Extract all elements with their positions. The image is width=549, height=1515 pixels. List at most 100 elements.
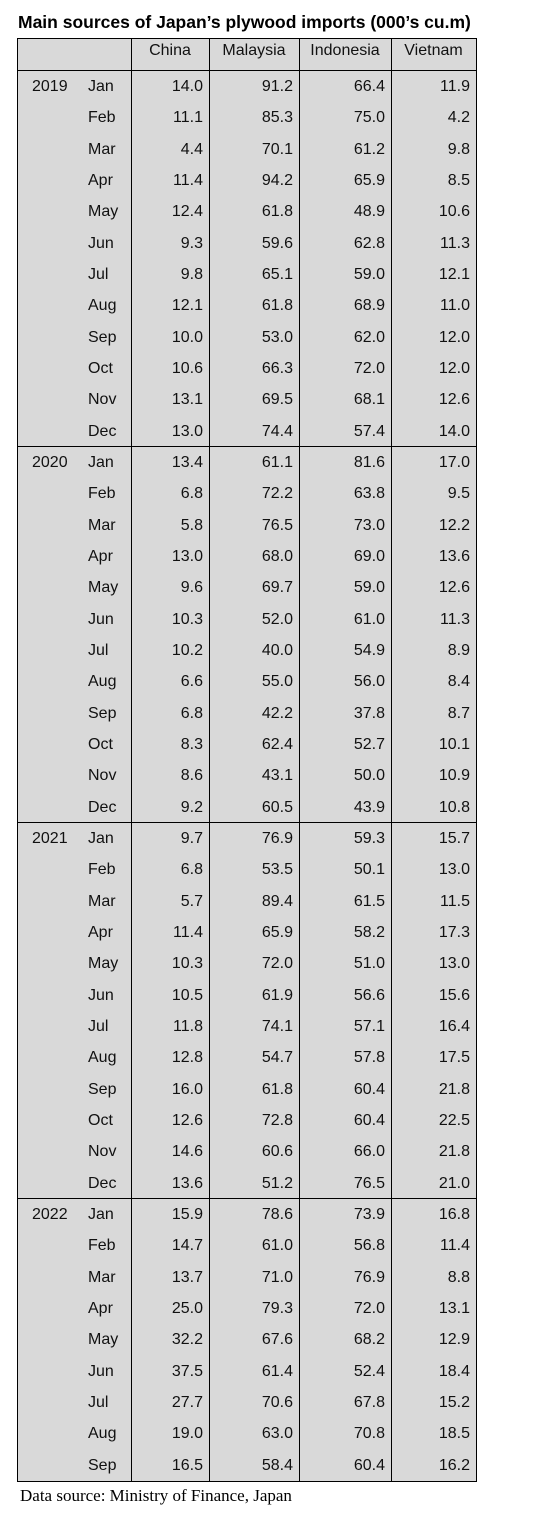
value-cell: 50.0 xyxy=(353,767,385,785)
group-divider xyxy=(18,445,476,447)
value-cell: 62.0 xyxy=(353,328,385,346)
value-cell: 15.2 xyxy=(438,1393,470,1411)
value-cell: 8.5 xyxy=(447,171,470,189)
value-cell: 67.6 xyxy=(261,1331,293,1349)
value-cell: 43.9 xyxy=(353,798,385,816)
value-cell: 16.4 xyxy=(438,1017,470,1035)
value-cell: 6.6 xyxy=(180,673,203,691)
value-cell: 8.6 xyxy=(180,767,203,785)
value-cell: 13.1 xyxy=(171,391,203,409)
value-cell: 61.0 xyxy=(261,1237,293,1255)
value-cell: 68.2 xyxy=(353,1331,385,1349)
value-cell: 10.6 xyxy=(438,203,470,221)
value-cell: 43.1 xyxy=(261,767,293,785)
value-cell: 76.5 xyxy=(261,516,293,534)
value-cell: 91.2 xyxy=(261,78,293,95)
month-label: Aug xyxy=(88,1049,117,1067)
month-label: Jun xyxy=(88,986,114,1004)
value-cell: 13.6 xyxy=(438,547,470,565)
value-cell: 66.0 xyxy=(353,1143,385,1161)
group-divider xyxy=(18,1197,476,1199)
value-cell: 79.3 xyxy=(261,1299,293,1317)
year-label: 2021 xyxy=(32,829,68,847)
value-cell: 12.0 xyxy=(438,359,470,377)
month-label: Nov xyxy=(88,391,117,409)
value-cell: 14.7 xyxy=(171,1237,203,1255)
year-label: 2019 xyxy=(32,78,68,95)
value-cell: 16.5 xyxy=(171,1456,203,1474)
month-label: Feb xyxy=(88,861,116,879)
value-cell: 8.9 xyxy=(447,641,470,659)
value-cell: 13.0 xyxy=(438,955,470,973)
value-cell: 12.1 xyxy=(171,297,203,315)
value-cell: 10.6 xyxy=(171,359,203,377)
value-cell: 9.3 xyxy=(180,234,203,252)
header-divider xyxy=(18,70,476,71)
value-cell: 51.2 xyxy=(261,1174,293,1192)
title: Main sources of Japan’s plywood imports … xyxy=(18,12,471,32)
value-cell: 61.5 xyxy=(353,892,385,910)
value-cell: 21.8 xyxy=(438,1143,470,1161)
value-cell: 67.8 xyxy=(353,1393,385,1411)
value-cell: 25.0 xyxy=(171,1299,203,1317)
month-label: Jan xyxy=(88,1205,114,1223)
value-cell: 70.8 xyxy=(353,1425,385,1443)
value-cell: 59.6 xyxy=(261,234,293,252)
value-cell: 56.6 xyxy=(353,986,385,1004)
value-cell: 10.9 xyxy=(438,767,470,785)
group-divider xyxy=(18,821,476,823)
value-cell: 58.4 xyxy=(261,1456,293,1474)
value-cell: 12.8 xyxy=(171,1049,203,1067)
year-label: 2020 xyxy=(32,453,68,471)
value-cell: 72.0 xyxy=(353,359,385,377)
value-cell: 9.7 xyxy=(180,829,203,847)
value-cell: 13.1 xyxy=(438,1299,470,1317)
value-cell: 16.8 xyxy=(438,1205,470,1223)
value-cell: 61.8 xyxy=(261,297,293,315)
value-cell: 12.1 xyxy=(438,265,470,283)
value-cell: 62.4 xyxy=(261,735,293,753)
value-cell: 5.7 xyxy=(180,892,203,910)
value-cell: 51.0 xyxy=(353,955,385,973)
month-label: May xyxy=(88,203,119,221)
value-cell: 76.9 xyxy=(261,829,293,847)
month-label: Nov xyxy=(88,1143,117,1161)
value-cell: 69.7 xyxy=(261,579,293,597)
value-cell: 12.6 xyxy=(171,1111,203,1129)
month-label: Mar xyxy=(88,1268,116,1286)
value-cell: 65.1 xyxy=(261,265,293,283)
month-label: Jun xyxy=(88,234,114,252)
value-cell: 14.0 xyxy=(171,78,203,95)
value-cell: 60.4 xyxy=(353,1111,385,1129)
value-cell: 27.7 xyxy=(171,1393,203,1411)
month-label: Aug xyxy=(88,1425,117,1443)
value-cell: 65.9 xyxy=(261,923,293,941)
value-cell: 61.8 xyxy=(261,1080,293,1098)
value-cell: 56.0 xyxy=(353,673,385,691)
value-cell: 55.0 xyxy=(261,673,293,691)
column-divider xyxy=(131,39,132,1481)
month-label: Jan xyxy=(88,78,114,95)
value-cell: 10.1 xyxy=(438,735,470,753)
value-cell: 76.9 xyxy=(353,1268,385,1286)
value-cell: 13.4 xyxy=(171,453,203,471)
value-cell: 66.3 xyxy=(261,359,293,377)
value-cell: 60.5 xyxy=(261,798,293,816)
value-cell: 16.0 xyxy=(171,1080,203,1098)
value-cell: 57.4 xyxy=(353,422,385,440)
value-cell: 15.9 xyxy=(171,1205,203,1223)
month-label: Mar xyxy=(88,516,116,534)
value-cell: 71.0 xyxy=(261,1268,293,1286)
month-label: Jan xyxy=(88,453,114,471)
value-cell: 11.4 xyxy=(173,171,203,189)
value-cell: 10.8 xyxy=(438,798,470,816)
month-label: Apr xyxy=(88,923,113,941)
value-cell: 72.2 xyxy=(261,485,293,503)
value-cell: 8.4 xyxy=(447,673,470,691)
value-cell: 59.0 xyxy=(353,265,385,283)
value-cell: 72.0 xyxy=(353,1299,385,1317)
table: China Malaysia Indonesia Vietnam 2019 Jan 14.0… xyxy=(17,38,477,1482)
value-cell: 60.4 xyxy=(353,1080,385,1098)
value-cell: 16.2 xyxy=(438,1456,470,1474)
value-cell: 61.1 xyxy=(261,453,293,471)
